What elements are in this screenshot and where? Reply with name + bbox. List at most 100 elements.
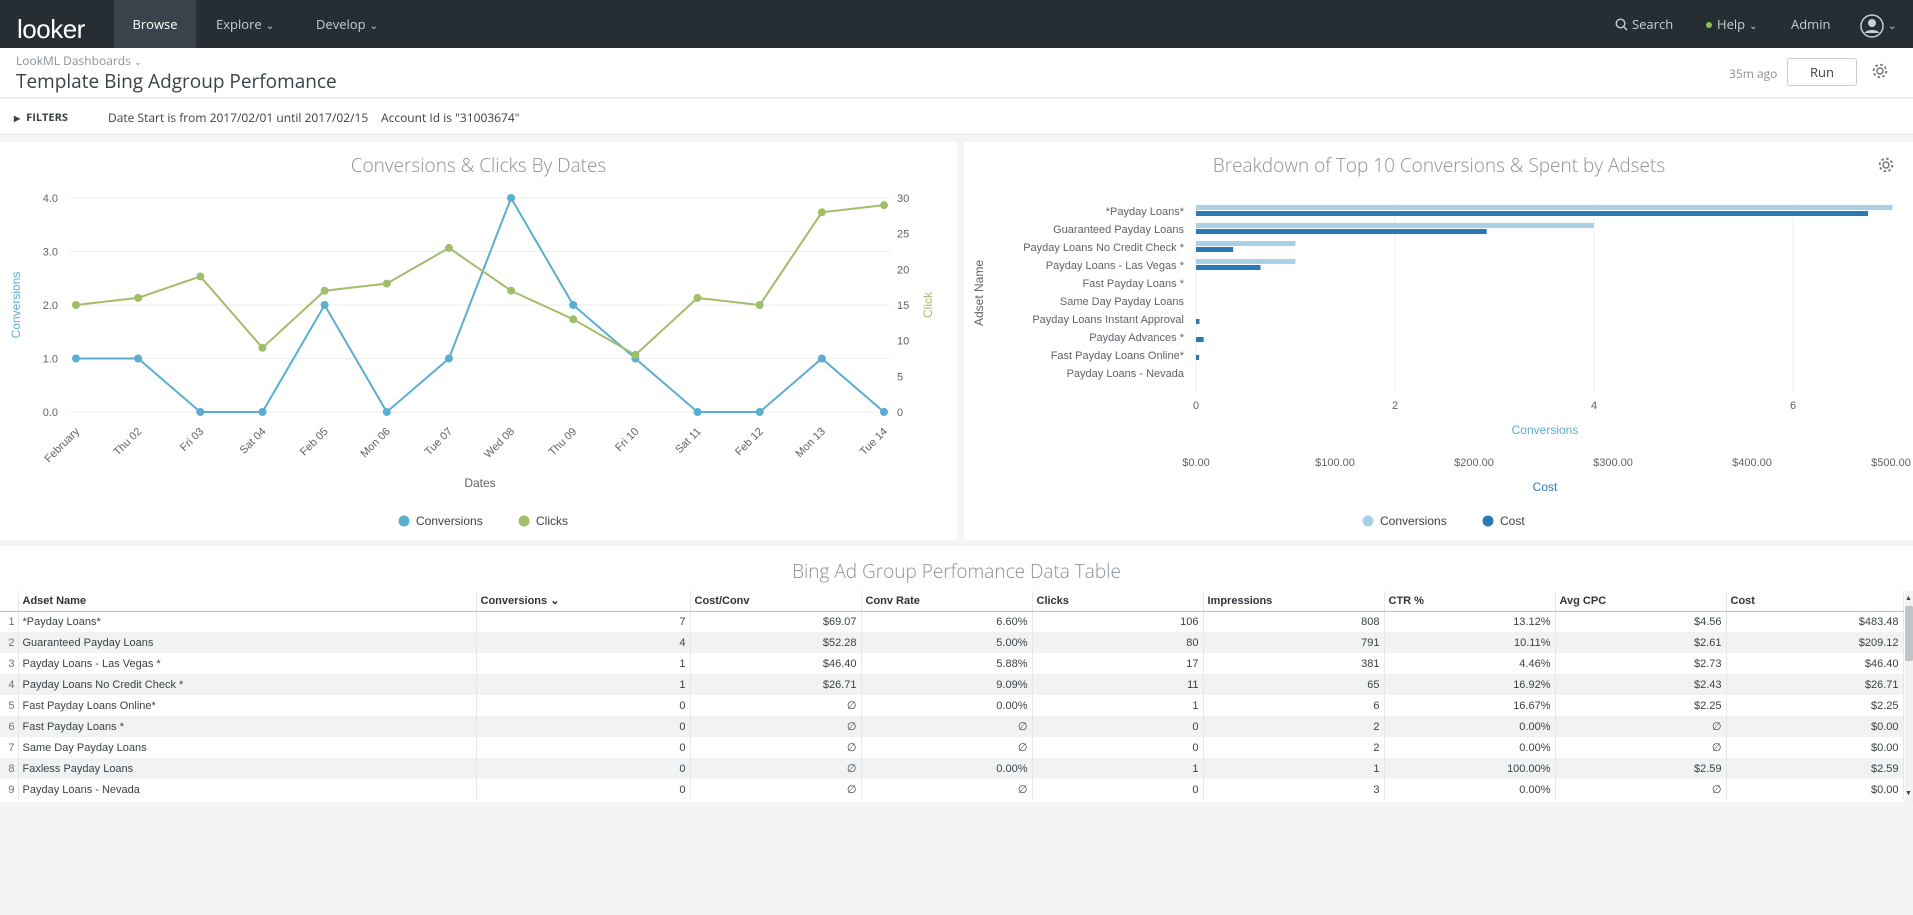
column-header-label: Conversions: [480, 595, 548, 608]
table-row[interactable]: 4 Payday Loans No Credit Check * 1 $26.71 9.…: [0, 674, 1904, 695]
looker-logo[interactable]: looker: [17, 6, 97, 44]
column-header[interactable]: Cost: [1726, 591, 1904, 612]
filters-label: FILTERS: [26, 110, 68, 125]
table-scrollbar[interactable]: ▲ ▼: [1905, 591, 1913, 802]
column-header-label: Adset Name: [22, 594, 87, 607]
table-row[interactable]: 6 Fast Payday Loans * 0 ∅ ∅ 0 2 0.00% ∅ $0.00: [0, 716, 1904, 737]
table-row[interactable]: 5 Fast Payday Loans Online* 0 ∅ 0.00% 1 6 16.67…: [0, 695, 1904, 716]
column-header[interactable]: Clicks: [1032, 591, 1204, 612]
dashboard-settings-button[interactable]: [1871, 62, 1889, 85]
table-cell: $4.56: [1555, 611, 1727, 632]
column-header[interactable]: Avg CPC: [1555, 591, 1727, 612]
run-button[interactable]: Run: [1787, 58, 1857, 86]
table-cell: ∅: [690, 716, 862, 737]
search-button[interactable]: Search: [1615, 0, 1673, 48]
sort-desc-icon[interactable]: ⌄: [547, 595, 560, 608]
table-cell: ∅: [1555, 779, 1727, 800]
category-label: Payday Loans No Credit Check *: [1023, 242, 1185, 254]
x-tick-label: Feb 12: [733, 426, 766, 459]
nav-develop[interactable]: Develop ⌄: [316, 0, 378, 48]
category-label: Guaranteed Payday Loans: [1053, 224, 1184, 236]
x2-tick-label: $100.00: [1315, 457, 1355, 469]
bar-cost: [1196, 229, 1487, 234]
series-line-clicks: [75, 204, 885, 357]
row-index: 6: [0, 716, 19, 737]
y2-tick-label: 5: [897, 371, 903, 383]
user-menu[interactable]: ⌄: [1860, 0, 1896, 48]
filters-toggle[interactable]: ▶ FILTERS: [14, 110, 68, 125]
table-cell: 7: [476, 611, 691, 632]
table-cell: ∅: [690, 779, 862, 800]
data-point: [258, 408, 267, 416]
table-row[interactable]: 1 *Payday Loans* 7 $69.07 6.60% 106 808 13.12% $…: [0, 611, 1904, 632]
table-cell: $0.00: [1726, 737, 1904, 758]
bar-cost: [1196, 355, 1200, 360]
scroll-up-icon[interactable]: ▲: [1905, 594, 1912, 603]
bar-cost: [1196, 247, 1234, 252]
table-cell: 1: [476, 674, 691, 695]
nav-explore[interactable]: Explore ⌄: [216, 0, 274, 48]
table-row[interactable]: 8 Faxless Payday Loans 0 ∅ 0.00% 1 1 100.00% $2.…: [0, 758, 1904, 779]
column-header[interactable]: Conv Rate: [861, 591, 1033, 612]
table-title: Bing Ad Group Perfomance Data Table: [792, 558, 1121, 584]
table-cell: 0: [476, 695, 691, 716]
x-tick-label: Mon 13: [794, 426, 828, 460]
series-line-conversions: [76, 195, 885, 414]
chevron-down-icon: ⌄: [1888, 18, 1897, 32]
x-tick-label: Feb 05: [298, 426, 331, 459]
table-row[interactable]: 3 Payday Loans - Las Vegas * 1 $46.40 5.88% 1…: [0, 653, 1904, 674]
table-cell: 808: [1203, 611, 1385, 632]
breadcrumb[interactable]: LookML Dashboards ⌄: [16, 52, 142, 69]
data-point: [631, 350, 640, 359]
column-header[interactable]: Adset Name: [18, 591, 477, 612]
column-header[interactable]: Impressions: [1203, 591, 1385, 612]
table-scroll-area[interactable]: Adset Name Conversions ⌄ Cost/Conv Conv Rat…: [0, 591, 1905, 802]
bar-chart: 0 2 4 6 $0.00 $100.00 $200.00 $300.00 $400.00 $50…: [972, 204, 1911, 528]
y-tick-label: 3.0: [43, 247, 58, 259]
scrollbar-thumb[interactable]: [1905, 606, 1913, 661]
table-cell: ∅: [861, 779, 1033, 800]
y2-tick-label: 15: [897, 300, 909, 312]
legend-marker: [1482, 515, 1494, 527]
data-point: [134, 354, 143, 363]
y-tick-label: 1.0: [43, 354, 58, 366]
x-tick-label: Mon 06: [358, 426, 392, 460]
table-cell: $46.40: [1726, 653, 1904, 674]
data-point: [693, 293, 702, 302]
table-cell: 2: [1203, 716, 1385, 737]
legend-label: Conversions: [416, 514, 483, 528]
table-cell: $2.59: [1555, 758, 1727, 779]
column-header-label: Cost: [1730, 594, 1755, 607]
table-cell: $483.48: [1726, 611, 1904, 632]
table-cell: 0: [1032, 716, 1204, 737]
column-header[interactable]: Cost/Conv: [690, 591, 862, 612]
admin-menu[interactable]: Admin: [1791, 0, 1830, 48]
filter-account-id[interactable]: Account Id is "31003674": [381, 109, 520, 126]
table-row[interactable]: 9 Payday Loans - Nevada 0 ∅ ∅ 0 3 0.00% ∅ $0.00: [0, 779, 1904, 800]
nav-browse[interactable]: Browse: [114, 0, 196, 48]
column-header[interactable]: Conversions ⌄: [476, 591, 691, 612]
tile-settings-button[interactable]: [1877, 156, 1895, 179]
table-cell: 0.00%: [1384, 779, 1556, 800]
scroll-down-icon[interactable]: ▼: [1905, 789, 1912, 798]
table-cell: ∅: [690, 758, 862, 779]
data-table: Adset Name Conversions ⌄ Cost/Conv Conv Rat…: [0, 591, 1904, 800]
chevron-down-icon: ⌄: [369, 18, 378, 32]
data-point: [507, 286, 516, 295]
legend-label: Cost: [1500, 514, 1525, 528]
table-row[interactable]: 7 Same Day Payday Loans 0 ∅ ∅ 0 2 0.00% ∅ $0.00: [0, 737, 1904, 758]
chevron-down-icon: ⌄: [1749, 18, 1758, 32]
filter-date-start[interactable]: Date Start is from 2017/02/01 until 2017…: [108, 109, 369, 126]
table-row[interactable]: 2 Guaranteed Payday Loans 4 $52.28 5.00% 80 79…: [0, 632, 1904, 653]
data-point: [196, 272, 205, 281]
data-point: [382, 279, 391, 288]
row-index: 3: [0, 653, 19, 674]
row-index: 7: [0, 737, 19, 758]
help-menu[interactable]: Help ⌄: [1706, 0, 1758, 48]
search-label: Search: [1632, 15, 1674, 33]
data-point: [444, 354, 453, 363]
column-header[interactable]: CTR %: [1384, 591, 1556, 612]
legend-label: Clicks: [536, 514, 568, 528]
data-point: [196, 408, 205, 416]
y2-tick-label: 10: [897, 336, 909, 348]
